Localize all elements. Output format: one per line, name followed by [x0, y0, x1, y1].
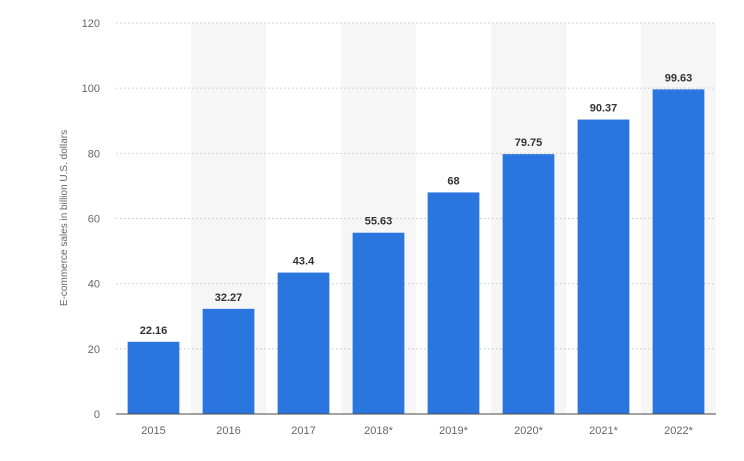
bar — [577, 119, 630, 414]
y-tick-label: 100 — [82, 83, 100, 95]
data-label: 79.75 — [515, 137, 543, 149]
y-tick-label: 80 — [88, 148, 100, 160]
bar — [202, 308, 255, 414]
y-axis-title: E-commerce sales in billion U.S. dollars — [59, 130, 70, 306]
x-tick-label: 2016 — [216, 425, 240, 437]
y-tick-label: 40 — [88, 279, 100, 291]
bar — [352, 232, 405, 414]
data-label: 90.37 — [590, 103, 618, 115]
data-label: 68 — [447, 175, 459, 187]
x-tick-label: 2022* — [664, 425, 693, 437]
y-tick-label: 0 — [94, 409, 100, 421]
x-tick-label: 2017 — [291, 425, 315, 437]
bar — [127, 341, 180, 414]
bars — [127, 89, 705, 414]
x-tick-label: 2015 — [141, 425, 165, 437]
bar — [277, 272, 330, 414]
data-label: 43.4 — [293, 256, 315, 268]
x-tick-label: 2020* — [514, 425, 543, 437]
bar — [652, 89, 705, 414]
data-labels: 22.16 32.27 43.4 55.63 68 79.75 90.37 99.63 — [140, 72, 693, 336]
x-tick-label: 2021* — [589, 425, 618, 437]
y-tick-label: 120 — [82, 18, 100, 30]
x-axis-ticks: 2015 2016 2017 2018* 2019* 2020* 2021* 2022* — [141, 425, 693, 437]
x-tick-label: 2019* — [439, 425, 468, 437]
y-axis-ticks: 0 20 40 60 80 100 120 — [82, 18, 100, 421]
data-label: 32.27 — [215, 292, 243, 304]
x-tick-label: 2018* — [364, 425, 393, 437]
bar — [502, 154, 555, 414]
y-tick-label: 20 — [88, 344, 100, 356]
data-label: 55.63 — [365, 216, 393, 228]
bar — [427, 192, 480, 414]
y-tick-label: 60 — [88, 214, 100, 226]
data-label: 99.63 — [665, 72, 693, 84]
data-label: 22.16 — [140, 325, 168, 337]
